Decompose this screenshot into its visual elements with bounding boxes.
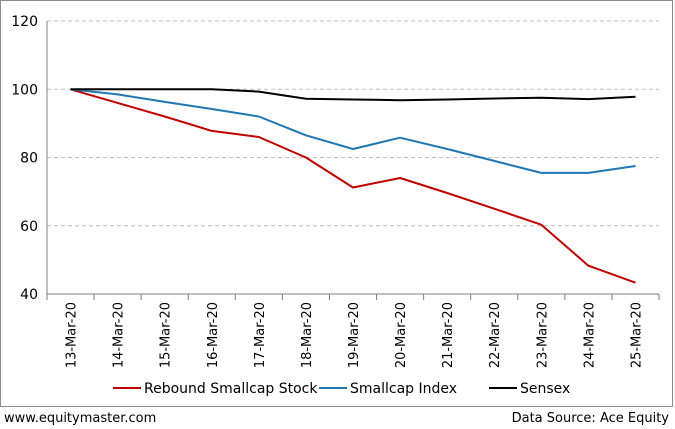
series-line-sensex: [70, 88, 636, 102]
chart-frame: 40 60 80 100 120 13-Mar-20 14-Mar-20 15-Mar-20…: [0, 0, 673, 407]
series-lines: [70, 88, 636, 284]
legend: Rebound Smallcap Stock Smallcap Index Sens…: [113, 381, 570, 397]
legend-label: Smallcap Index: [350, 381, 457, 397]
x-tick-label: 14-Mar-20: [112, 302, 127, 368]
x-tick-label: 19-Mar-20: [347, 302, 362, 368]
x-tick-label: 23-Mar-20: [535, 302, 550, 368]
x-tick-label: 20-Mar-20: [394, 302, 409, 368]
y-tick-label: 120: [11, 14, 38, 30]
x-tick-label: 15-Mar-20: [159, 302, 174, 368]
line-chart: 40 60 80 100 120 13-Mar-20 14-Mar-20 15-Mar-20…: [11, 14, 660, 397]
y-axis: 40 60 80 100 120: [11, 14, 48, 303]
x-tick-label: 16-Mar-20: [206, 302, 221, 368]
series-line-smallcap-index: [70, 88, 636, 174]
y-tick-label: 100: [11, 82, 38, 98]
x-tick-label: 21-Mar-20: [441, 302, 456, 368]
x-tick-label: 17-Mar-20: [253, 302, 268, 368]
y-tick-label: 60: [20, 219, 38, 235]
x-tick-label: 24-Mar-20: [582, 302, 597, 368]
footer: www.equitymaster.com Data Source: Ace Eq…: [0, 408, 675, 429]
data-source-label: Data Source: Ace Equity: [511, 411, 669, 426]
y-tick-label: 80: [20, 151, 38, 167]
x-tick-label: 25-Mar-20: [629, 302, 644, 368]
website-label: www.equitymaster.com: [4, 411, 157, 426]
x-tick-label: 13-Mar-20: [65, 302, 80, 368]
series-line-rebound-smallcap-stock: [70, 88, 636, 284]
x-axis: 13-Mar-20 14-Mar-20 15-Mar-20 16-Mar-20 17-M…: [46, 293, 660, 368]
x-tick-label: 18-Mar-20: [300, 302, 315, 368]
x-tick-label: 22-Mar-20: [488, 302, 503, 368]
y-tick-label: 40: [20, 287, 38, 303]
legend-label: Sensex: [520, 381, 570, 397]
gridlines: [47, 20, 659, 227]
legend-label: Rebound Smallcap Stock: [144, 381, 318, 397]
